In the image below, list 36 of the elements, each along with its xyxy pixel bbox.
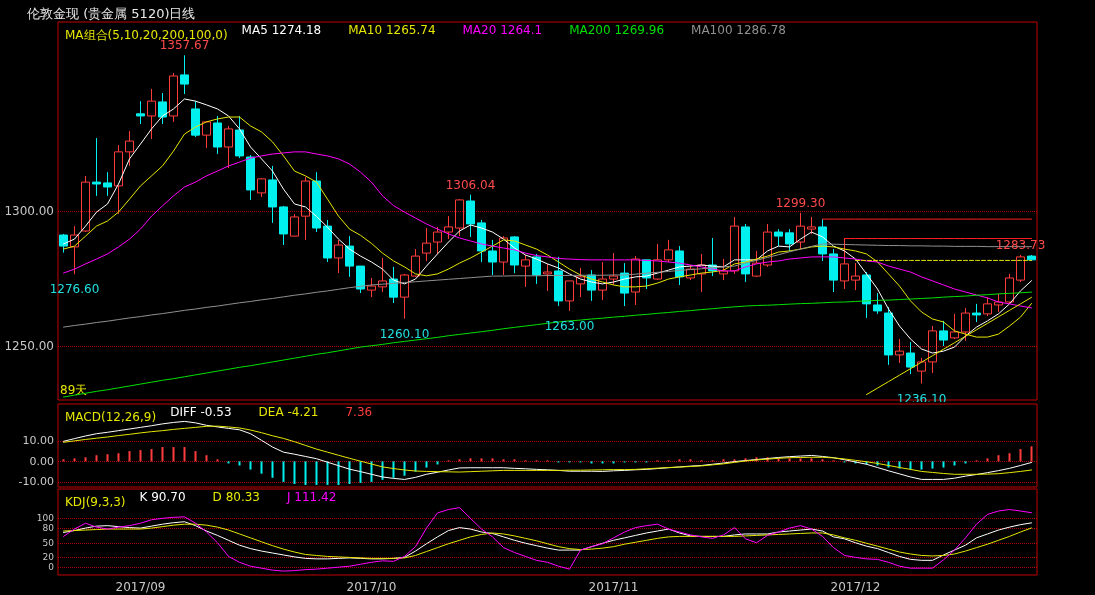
annotation: 1306.04 — [445, 177, 496, 192]
text: MA200 1269.96 — [569, 23, 665, 37]
y-tick-label: 1300.00 — [4, 204, 54, 218]
text: MA20 1264.1 — [462, 23, 543, 37]
x-tick-label: 2017/10 — [346, 580, 397, 594]
text: MA5 1274.18 — [241, 23, 322, 37]
y-tick-label: 0 — [48, 562, 55, 573]
chart-title: 伦敦金现 (贵金属 5120)日线 — [27, 6, 196, 21]
annotation: 1283.73 — [995, 237, 1046, 252]
series-label: DEA -4.21 — [258, 405, 319, 419]
series-label: D 80.33 — [212, 490, 260, 504]
annotation: 1260.10 — [379, 326, 430, 341]
y-tick-label: -10.00 — [18, 475, 54, 489]
annotation: 1276.60 — [49, 282, 100, 297]
text: MA10 1265.74 — [348, 23, 436, 37]
series-label: K 90.70 — [139, 490, 186, 504]
y-tick-label: 20 — [42, 552, 55, 563]
y-tick-label: 80 — [42, 523, 55, 534]
series-label: DIFF -0.53 — [170, 405, 232, 419]
legend-title: KDJ(9,3,3) — [65, 495, 126, 509]
y-tick-label: 50 — [42, 537, 55, 548]
y-tick-label: 100 — [36, 513, 55, 524]
legend-title: MACD(12,26,9) — [65, 410, 157, 424]
annotation: 89天 — [60, 383, 88, 397]
x-tick-label: 2017/12 — [830, 580, 881, 594]
text: J 111.42 — [285, 490, 337, 504]
x-tick-label: 2017/09 — [115, 580, 166, 594]
x-tick-label: 2017/11 — [588, 580, 639, 594]
y-tick-label: 10.00 — [22, 434, 54, 448]
y-tick-label: 1250.00 — [4, 339, 54, 353]
text: 7.36 — [345, 405, 373, 419]
annotation: 1299.30 — [775, 195, 826, 210]
annotation: 1263.00 — [544, 318, 595, 333]
text: MA100 1286.78 — [691, 23, 786, 37]
y-tick-label: 0.00 — [29, 454, 54, 468]
annotation: 1236.10 — [896, 391, 947, 406]
